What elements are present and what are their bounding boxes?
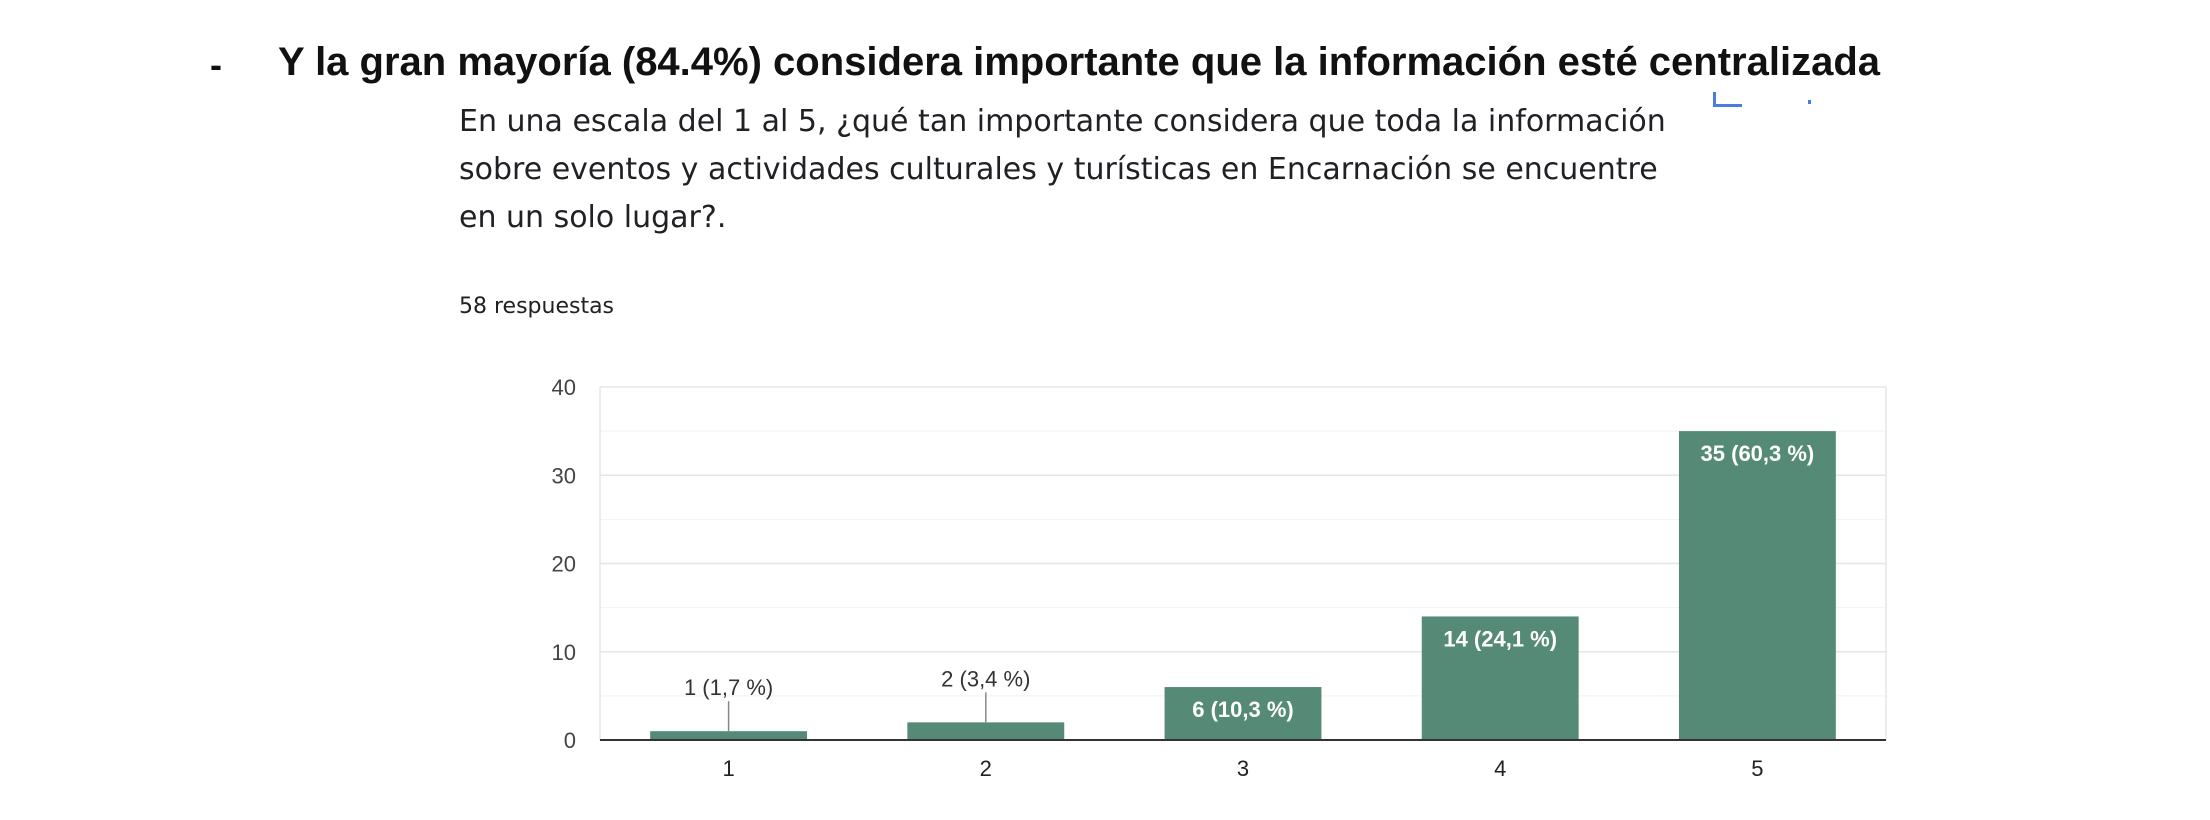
response-count: 58 respuestas	[459, 294, 615, 319]
data-label: 2 (3,4 %)	[941, 666, 1030, 691]
x-tick-label: 4	[1494, 756, 1506, 781]
slide-bullet: -	[210, 44, 222, 85]
y-tick-label: 40	[552, 375, 576, 400]
x-tick-label: 5	[1751, 756, 1763, 781]
bar	[650, 731, 808, 740]
y-tick-label: 30	[552, 463, 576, 488]
x-tick-label: 1	[722, 756, 734, 781]
data-label: 35 (60,3 %)	[1701, 441, 1815, 466]
bar	[1678, 431, 1836, 740]
data-label: 6 (10,3 %)	[1192, 697, 1294, 722]
x-tick-label: 2	[980, 756, 992, 781]
menu-dot-icon[interactable]	[1808, 100, 1811, 104]
y-tick-label: 20	[552, 552, 576, 577]
bar	[907, 722, 1065, 740]
bar	[1164, 687, 1322, 740]
data-label: 1 (1,7 %)	[684, 675, 773, 700]
slide-headline: Y la gran mayoría (84.4%) considera impo…	[278, 40, 1881, 84]
copy-chart-icon[interactable]	[1713, 92, 1742, 107]
y-tick-label: 10	[552, 640, 576, 665]
data-label: 14 (24,1 %)	[1443, 626, 1557, 651]
form-question: En una escala del 1 al 5, ¿qué tan impor…	[459, 104, 1666, 235]
x-tick-label: 3	[1237, 756, 1249, 781]
bar	[1421, 616, 1579, 740]
y-tick-label: 0	[564, 728, 576, 753]
